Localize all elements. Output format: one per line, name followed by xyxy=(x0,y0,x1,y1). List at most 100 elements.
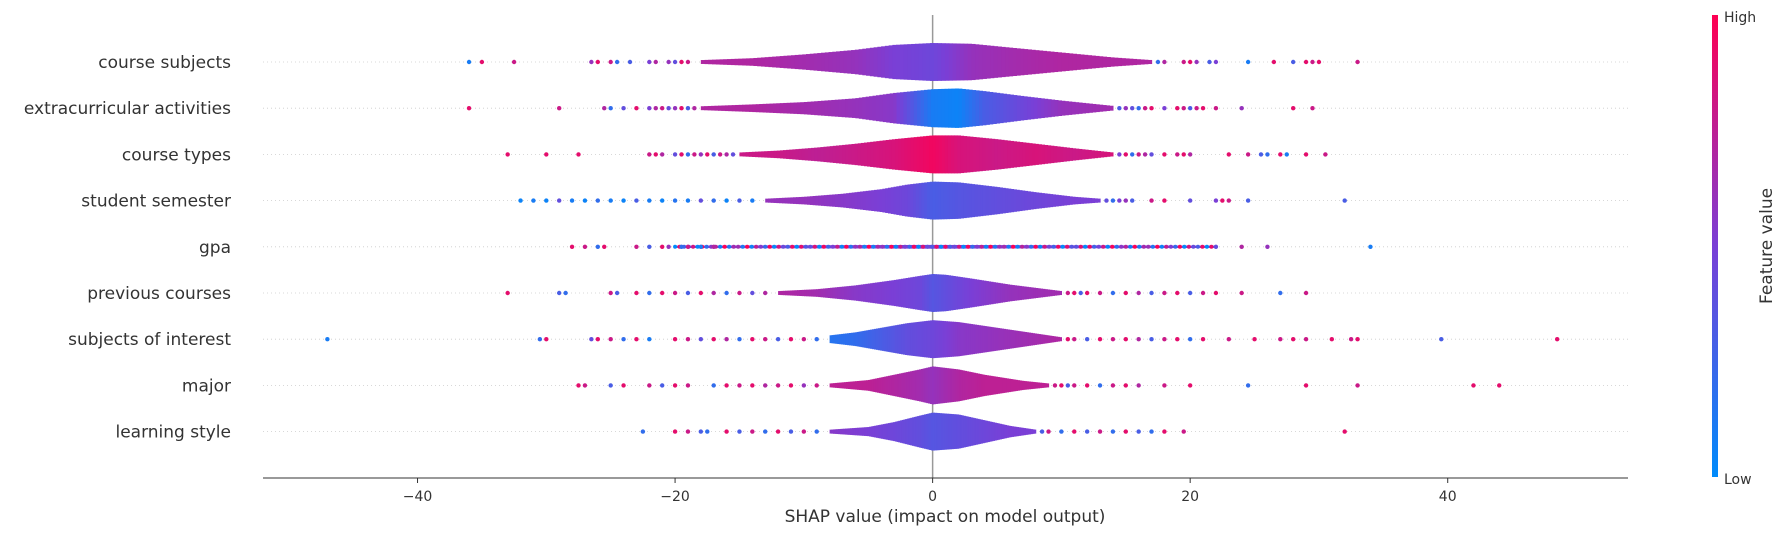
violin-slice xyxy=(1003,93,1008,123)
violin-slice xyxy=(830,287,833,299)
violin-slice xyxy=(767,151,772,158)
data-point xyxy=(608,383,613,388)
violin-slice xyxy=(843,193,847,208)
x-tick-label: −20 xyxy=(660,489,690,505)
violin-slice xyxy=(1013,189,1017,212)
feature-row: major xyxy=(182,366,1628,405)
violin-slice xyxy=(995,327,999,351)
violin-slice xyxy=(832,51,837,73)
data-point xyxy=(634,106,639,111)
violin-slice xyxy=(841,99,846,118)
violin-slice xyxy=(773,150,778,159)
violin-slice xyxy=(971,184,976,218)
violin-slice xyxy=(875,378,878,393)
violin-slice xyxy=(728,105,733,112)
violin-slice xyxy=(809,196,814,205)
data-point xyxy=(1177,244,1182,249)
violin-slice xyxy=(959,43,965,81)
data-point xyxy=(1110,244,1115,249)
data-point xyxy=(1187,290,1193,296)
violin-slice xyxy=(1033,97,1038,119)
violin-slice xyxy=(959,369,962,402)
violin-slice xyxy=(870,283,874,303)
violin-slice xyxy=(968,416,971,447)
data-point xyxy=(794,244,799,249)
violin-slice xyxy=(860,191,864,210)
violin-slice xyxy=(1019,142,1024,167)
violin-slice xyxy=(1025,142,1030,167)
violin-slice xyxy=(1106,151,1111,157)
violin-slice xyxy=(878,377,882,394)
violin-slice xyxy=(919,136,924,173)
violin-slice xyxy=(922,275,926,311)
data-point xyxy=(1072,337,1077,342)
violin-slice xyxy=(779,197,783,204)
violin-slice xyxy=(1008,47,1014,77)
feature-row: student semester xyxy=(81,181,1628,220)
violin-slice xyxy=(951,414,954,450)
data-point xyxy=(1087,244,1092,249)
violin-slice xyxy=(832,194,836,207)
violin-slice xyxy=(891,375,895,396)
violin-slice xyxy=(1009,284,1013,302)
violin-slice xyxy=(926,274,930,312)
violin-slice xyxy=(967,43,972,81)
data-point xyxy=(788,337,794,342)
violin-slice xyxy=(989,421,992,442)
violin-slice xyxy=(848,333,852,346)
violin-slice xyxy=(817,100,822,116)
violin-slice xyxy=(945,321,949,358)
data-point xyxy=(1047,244,1052,249)
data-point xyxy=(731,244,736,249)
violin-slice xyxy=(1016,330,1020,348)
data-point xyxy=(1187,383,1193,388)
data-point xyxy=(698,198,704,203)
violin-slice xyxy=(870,426,874,437)
data-point xyxy=(938,244,943,249)
violin-slice xyxy=(975,90,980,127)
violin-slice xyxy=(916,321,920,357)
violin-slice xyxy=(1059,337,1062,342)
violin-slice xyxy=(1025,428,1028,435)
violin-slice xyxy=(1109,152,1114,157)
violin-slice xyxy=(1103,151,1108,158)
data-point xyxy=(647,198,652,203)
data-point xyxy=(1065,383,1071,388)
violin-slice xyxy=(1007,188,1012,213)
data-point xyxy=(1258,152,1264,157)
data-point xyxy=(1213,290,1219,296)
violin-slice xyxy=(863,284,867,302)
violin-slice xyxy=(891,139,896,170)
data-point xyxy=(1182,244,1187,249)
violin-slice xyxy=(929,274,933,312)
violin-slice xyxy=(796,102,802,115)
data-point xyxy=(1226,152,1232,157)
data-point xyxy=(672,383,678,388)
violin-slice xyxy=(995,282,999,304)
violin-slice xyxy=(889,93,894,124)
violin-slice xyxy=(910,417,913,446)
data-point xyxy=(893,244,898,249)
violin-slice xyxy=(1066,196,1070,206)
violin-slice xyxy=(1002,283,1006,303)
violin-slice xyxy=(1037,382,1040,389)
violin-slice xyxy=(875,328,879,350)
violin-slice xyxy=(1071,101,1076,115)
violin-slice xyxy=(887,187,892,214)
violin-slice xyxy=(1022,331,1026,347)
data-point xyxy=(1084,337,1090,342)
violin-slice xyxy=(885,139,890,169)
violin-slice xyxy=(982,91,987,126)
violin-slice xyxy=(978,325,981,354)
data-point xyxy=(1149,152,1154,157)
data-point xyxy=(659,383,665,388)
data-point xyxy=(1033,244,1038,249)
violin-slice xyxy=(955,276,959,310)
violin-slice xyxy=(770,150,775,158)
violin-slice xyxy=(854,192,858,210)
violin-slice xyxy=(1049,194,1054,208)
data-point xyxy=(875,244,880,249)
violin-slice xyxy=(875,95,880,122)
violin-slice xyxy=(833,429,836,434)
violin-slice xyxy=(936,274,940,312)
